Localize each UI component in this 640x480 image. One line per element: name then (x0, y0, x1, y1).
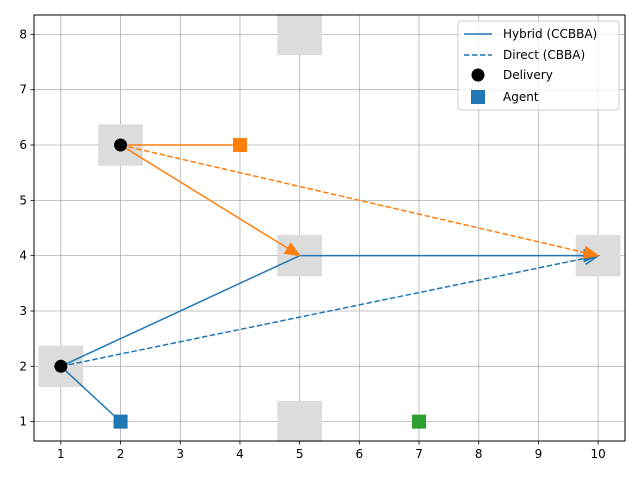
y-tick-label: 8 (19, 27, 27, 41)
agent-marker (412, 414, 427, 429)
markers (54, 138, 427, 429)
route-segment (60, 254, 599, 368)
x-tick-label: 6 (356, 447, 364, 461)
route-segments (60, 144, 601, 423)
route-segment (60, 254, 300, 367)
legend-label: Agent (503, 90, 539, 104)
region-rect (277, 400, 323, 443)
y-tick-label: 6 (19, 138, 27, 152)
x-tick-label: 7 (415, 447, 423, 461)
legend: Hybrid (CCBBA) Direct (CBBA) Delivery Agent (457, 20, 620, 111)
x-tick-label: 5 (296, 447, 304, 461)
y-tick-label: 7 (19, 83, 27, 97)
delivery-marker (114, 138, 128, 152)
x-tick-label: 9 (535, 447, 543, 461)
legend-label: Direct (CBBA) (503, 48, 585, 62)
x-tick-label: 4 (236, 447, 244, 461)
x-tick-label: 1 (57, 447, 65, 461)
delivery-marker (54, 359, 68, 373)
y-tick-label: 1 (19, 415, 27, 429)
legend-label: Delivery (503, 68, 553, 82)
route-segment (120, 144, 599, 257)
y-tick-label: 3 (19, 304, 27, 318)
plot-frame (33, 14, 626, 442)
y-tick-label: 4 (19, 249, 27, 263)
arrow-head (283, 242, 301, 257)
arrow-head (582, 245, 600, 259)
x-tick-label: 3 (176, 447, 184, 461)
x-tick-label: 2 (117, 447, 125, 461)
y-tick-label: 5 (19, 193, 27, 207)
y-tick-label: 2 (19, 359, 27, 373)
agent-marker (232, 138, 247, 153)
route-segment (120, 144, 301, 257)
legend-label: Hybrid (CCBBA) (503, 27, 597, 41)
axis-ticks: 1 2 3 4 5 6 7 8 9 10 1 2 3 4 5 6 7 8 (19, 27, 605, 461)
route-segment (60, 365, 122, 423)
legend-box (457, 20, 620, 111)
agent-marker (113, 414, 128, 429)
region-rect (277, 13, 323, 56)
x-tick-label: 8 (475, 447, 483, 461)
legend-swatch-square (471, 90, 485, 104)
x-tick-label: 10 (590, 447, 605, 461)
legend-swatch-circle (471, 68, 485, 82)
